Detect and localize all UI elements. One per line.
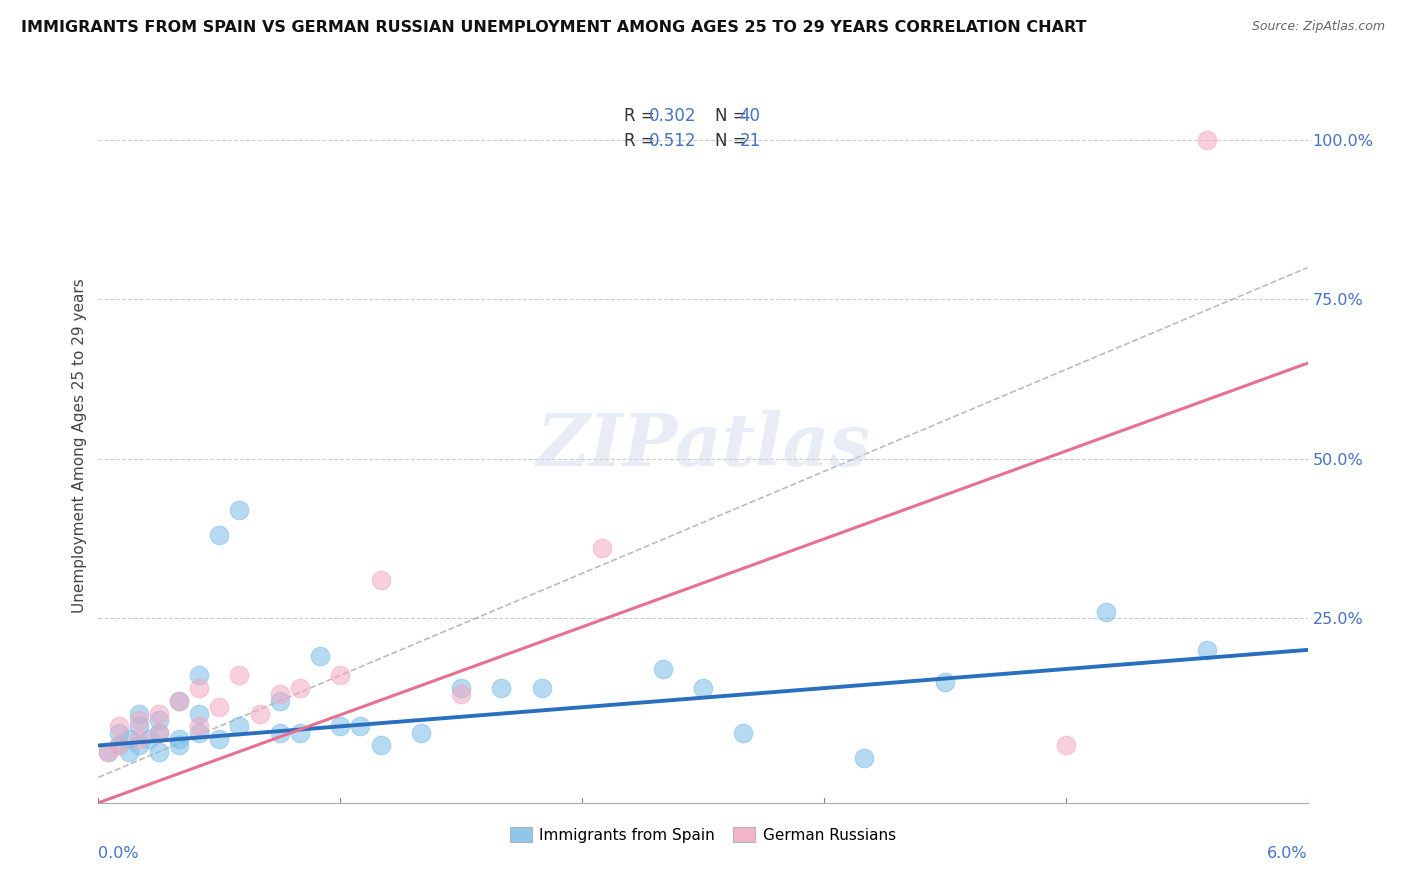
Point — [97, 745, 120, 759]
Point — [349, 719, 371, 733]
Point — [138, 732, 160, 747]
Point — [107, 725, 129, 739]
Point — [97, 745, 120, 759]
Point — [370, 573, 392, 587]
Point — [118, 745, 141, 759]
Point — [1054, 739, 1077, 753]
Point — [288, 725, 311, 739]
Point — [148, 706, 170, 721]
Point — [188, 706, 211, 721]
Point — [128, 713, 150, 727]
Point — [269, 688, 291, 702]
Point — [167, 739, 190, 753]
Point — [269, 694, 291, 708]
Point — [228, 668, 250, 682]
Point — [188, 719, 211, 733]
Point — [208, 700, 231, 714]
Point — [208, 528, 231, 542]
Point — [188, 725, 211, 739]
Text: 0.512: 0.512 — [648, 132, 696, 150]
Text: ZIPatlas: ZIPatlas — [536, 410, 870, 482]
Point — [530, 681, 553, 695]
Point — [208, 732, 231, 747]
Point — [309, 649, 332, 664]
Point — [692, 681, 714, 695]
Text: 6.0%: 6.0% — [1267, 846, 1308, 861]
Point — [288, 681, 311, 695]
Point — [1195, 133, 1218, 147]
Point — [450, 688, 472, 702]
Point — [269, 725, 291, 739]
Point — [128, 732, 150, 747]
Point — [409, 725, 432, 739]
Y-axis label: Unemployment Among Ages 25 to 29 years: Unemployment Among Ages 25 to 29 years — [72, 278, 87, 614]
Point — [188, 681, 211, 695]
Text: R =: R = — [624, 107, 661, 125]
Text: R =: R = — [624, 132, 661, 150]
Point — [167, 732, 190, 747]
Point — [934, 674, 956, 689]
Text: 21: 21 — [740, 132, 761, 150]
Point — [329, 719, 352, 733]
Point — [128, 706, 150, 721]
Text: 40: 40 — [740, 107, 761, 125]
Text: 0.0%: 0.0% — [98, 846, 139, 861]
Text: 0.302: 0.302 — [648, 107, 696, 125]
Point — [167, 694, 190, 708]
Point — [450, 681, 472, 695]
Point — [370, 739, 392, 753]
Point — [188, 668, 211, 682]
Point — [148, 745, 170, 759]
Point — [167, 694, 190, 708]
Point — [148, 725, 170, 739]
Point — [491, 681, 513, 695]
Point — [733, 725, 755, 739]
Point — [148, 725, 170, 739]
Point — [228, 502, 250, 516]
Point — [329, 668, 352, 682]
Point — [128, 739, 150, 753]
Point — [591, 541, 613, 555]
Point — [1195, 643, 1218, 657]
Point — [651, 662, 673, 676]
Point — [249, 706, 271, 721]
Point — [107, 719, 129, 733]
Text: N =: N = — [716, 132, 752, 150]
Point — [1095, 605, 1118, 619]
Text: N =: N = — [716, 107, 752, 125]
Point — [853, 751, 876, 765]
Point — [228, 719, 250, 733]
Legend: Immigrants from Spain, German Russians: Immigrants from Spain, German Russians — [505, 821, 901, 848]
Text: Source: ZipAtlas.com: Source: ZipAtlas.com — [1251, 20, 1385, 33]
Point — [148, 713, 170, 727]
Point — [118, 732, 141, 747]
Text: IMMIGRANTS FROM SPAIN VS GERMAN RUSSIAN UNEMPLOYMENT AMONG AGES 25 TO 29 YEARS C: IMMIGRANTS FROM SPAIN VS GERMAN RUSSIAN … — [21, 20, 1087, 35]
Point — [128, 719, 150, 733]
Point — [107, 739, 129, 753]
Point — [107, 739, 129, 753]
